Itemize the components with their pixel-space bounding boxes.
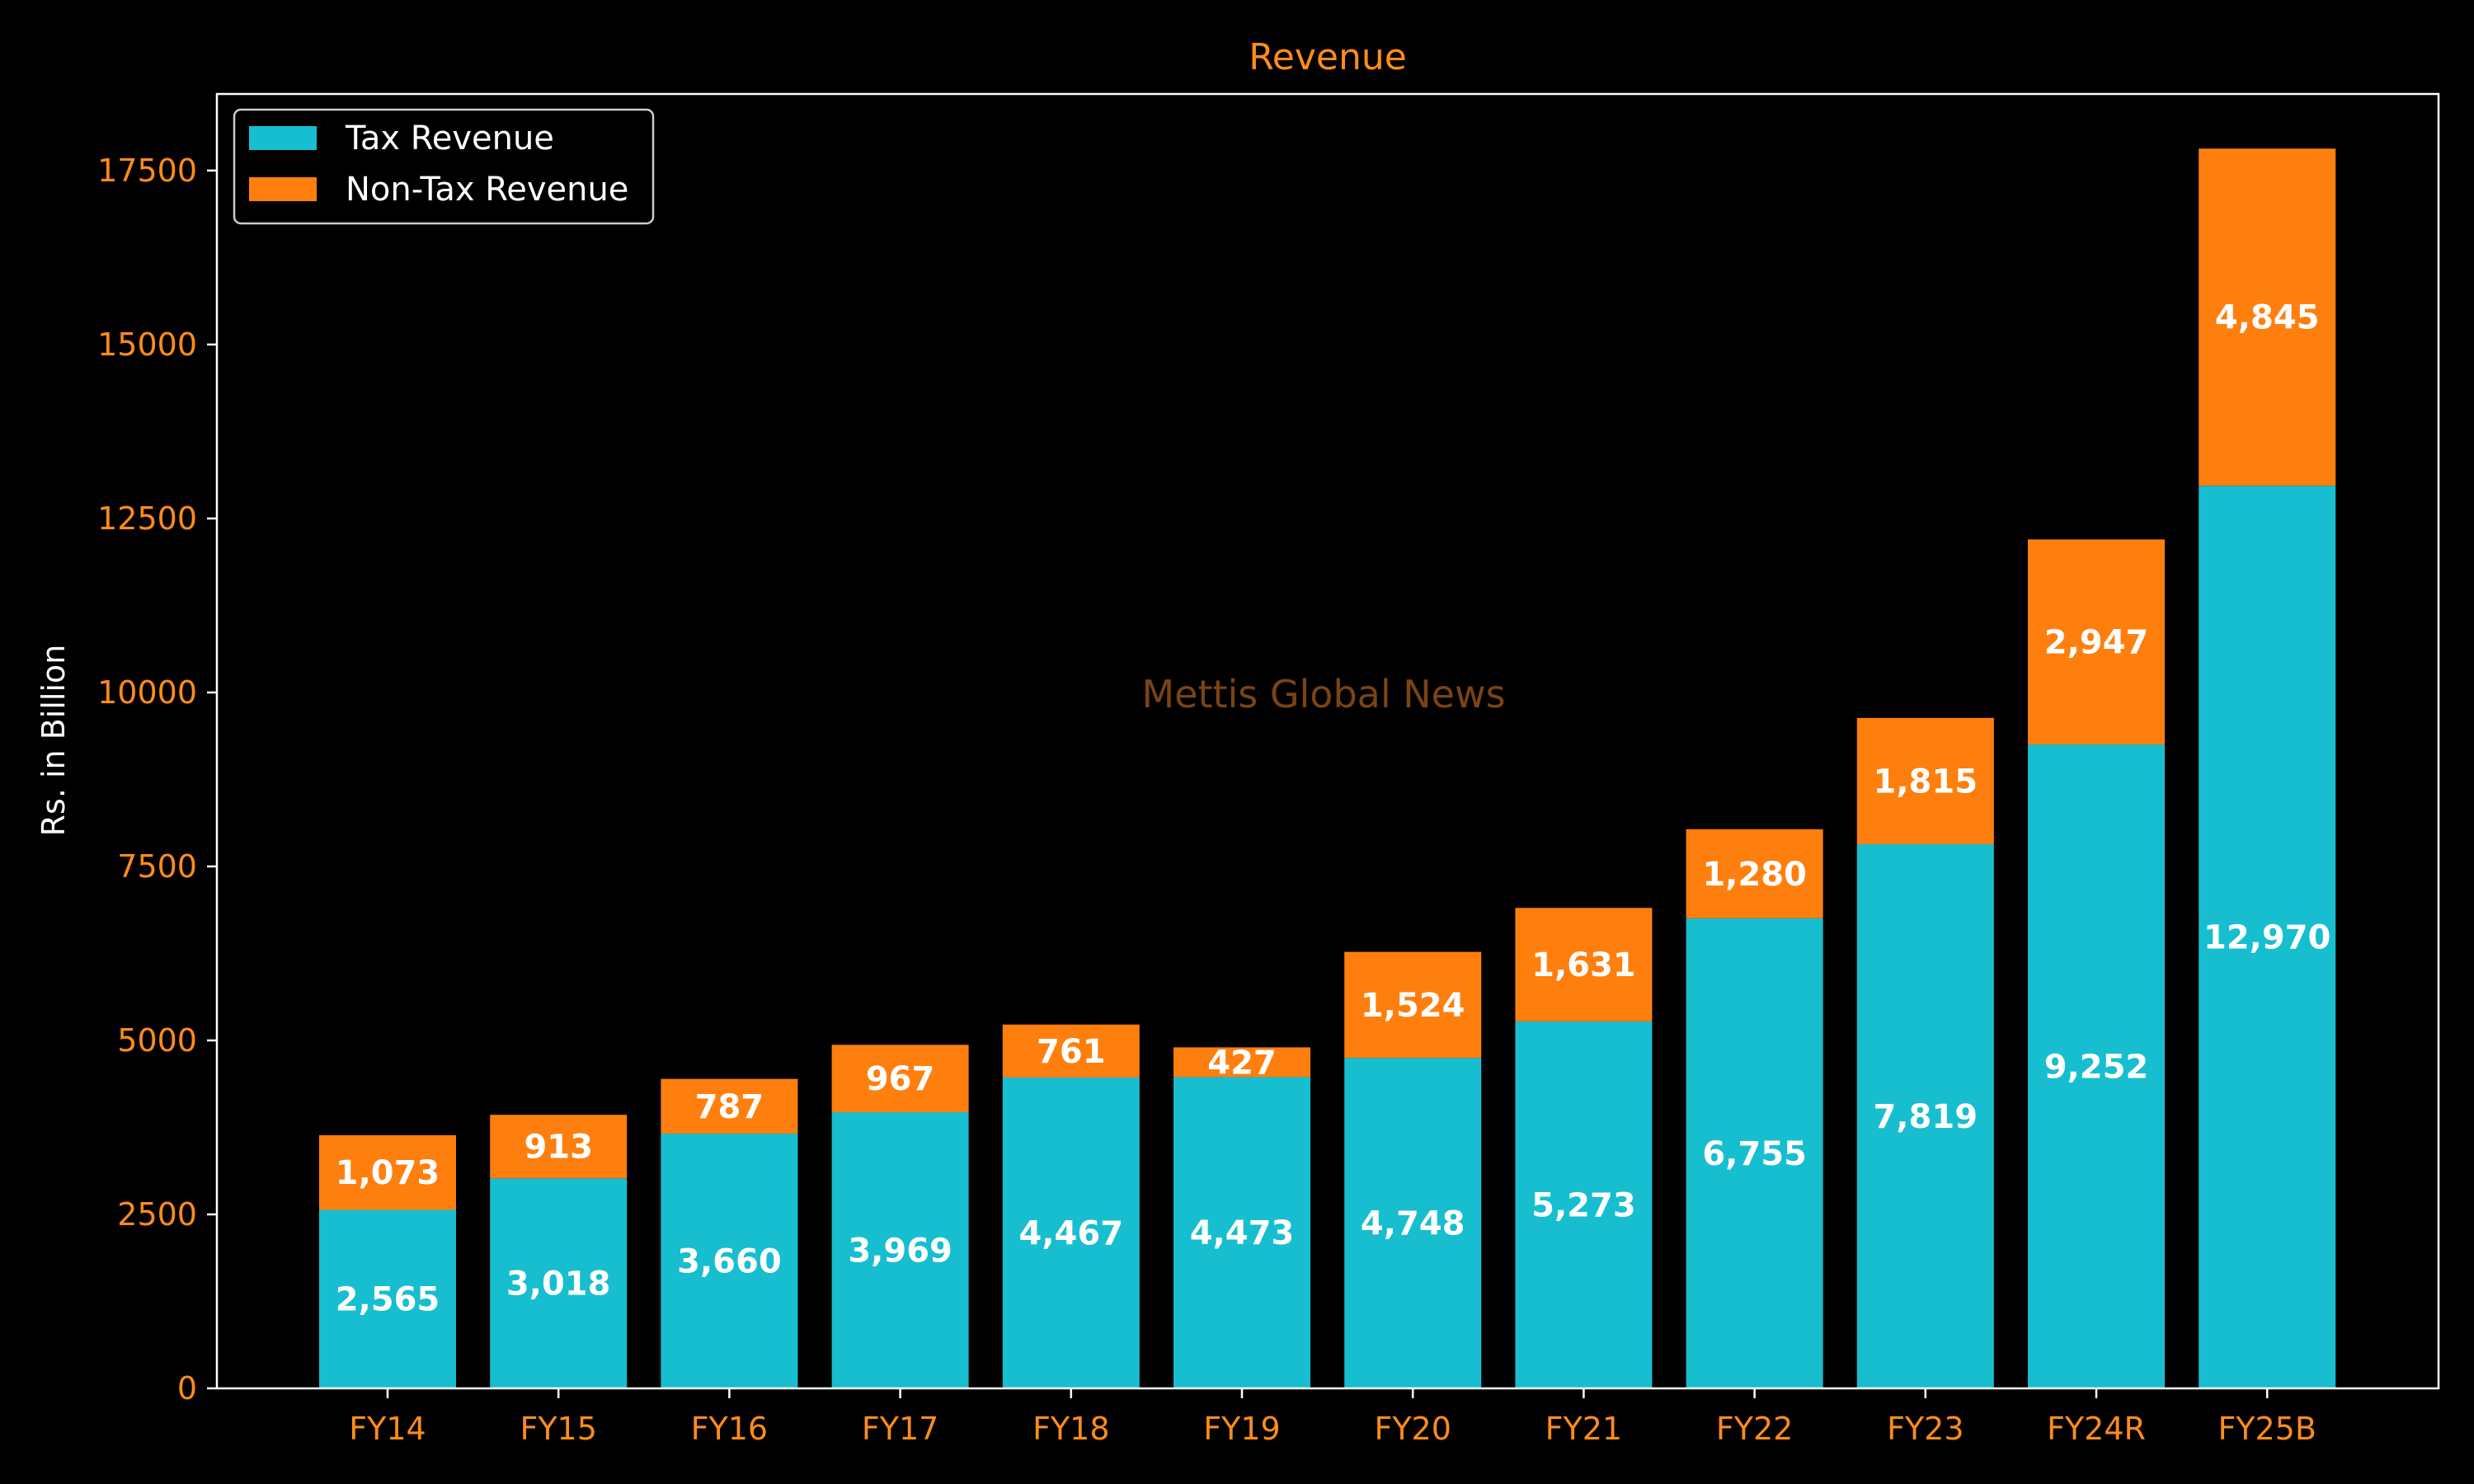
bar-non-tax-revenue-fy24r <box>2028 539 2165 745</box>
bar-label-tax-revenue-fy14: 2,565 <box>336 1281 440 1319</box>
bar-tax-revenue-fy17 <box>831 1111 969 1388</box>
bar-label-tax-revenue-fy19: 4,473 <box>1190 1214 1295 1252</box>
y-tick-label-17500: 17500 <box>97 153 197 189</box>
bar-label-tax-revenue-fy21: 5,273 <box>1531 1186 1636 1224</box>
x-tick-label-fy18: FY18 <box>1032 1411 1109 1447</box>
bar-non-tax-revenue-fy16 <box>661 1078 798 1134</box>
x-tick-label-fy16: FY16 <box>691 1411 768 1447</box>
bar-label-tax-revenue-fy23: 7,819 <box>1874 1098 1978 1136</box>
bar-label-non-tax-revenue-fy25b: 4,845 <box>2215 299 2320 337</box>
y-tick-label-0: 0 <box>177 1370 197 1407</box>
y-axis-title: Rs. in Billion <box>35 645 72 837</box>
bar-label-non-tax-revenue-fy21: 1,631 <box>1531 946 1636 984</box>
y-tick-label-12500: 12500 <box>97 500 197 537</box>
bar-tax-revenue-fy24r <box>2028 744 2165 1388</box>
bar-tax-revenue-fy20 <box>1344 1058 1482 1388</box>
bar-non-tax-revenue-fy17 <box>831 1045 969 1112</box>
bar-non-tax-revenue-fy23 <box>1856 717 1994 845</box>
x-tick-label-fy22: FY22 <box>1716 1411 1793 1447</box>
bar-label-non-tax-revenue-fy24r: 2,947 <box>2044 624 2149 662</box>
legend-box <box>233 108 655 225</box>
bar-label-non-tax-revenue-fy15: 913 <box>524 1129 593 1167</box>
bar-tax-revenue-fy21 <box>1515 1021 1653 1388</box>
legend-swatch-non-tax-revenue <box>249 177 317 201</box>
y-tick-label-7500: 7500 <box>117 848 197 885</box>
bar-non-tax-revenue-fy22 <box>1686 829 1823 918</box>
x-tick-label-fy24r: FY24R <box>2047 1411 2146 1447</box>
bar-labels-layer: 2,565 1,073 3,018 913 3,660 787 3,969 967 4,467 7… <box>336 299 2331 1319</box>
y-tick-label-5000: 5000 <box>117 1022 197 1059</box>
bar-tax-revenue-fy22 <box>1686 918 1823 1388</box>
legend-label-non-tax-revenue: Non-Tax Revenue <box>346 171 628 209</box>
bar-tax-revenue-fy19 <box>1174 1077 1310 1388</box>
bar-non-tax-revenue-fy15 <box>490 1115 628 1179</box>
plot-frame <box>215 92 2440 1390</box>
bar-tax-revenue-fy18 <box>1002 1077 1140 1388</box>
bar-non-tax-revenue-fy21 <box>1515 908 1653 1021</box>
bar-tax-revenue-fy15 <box>490 1178 628 1388</box>
legend-swatch-tax-revenue <box>249 126 317 150</box>
y-tick-label-15000: 15000 <box>97 326 197 363</box>
x-tick-label-fy14: FY14 <box>349 1411 426 1447</box>
bar-non-tax-revenue-fy19 <box>1174 1047 1310 1078</box>
bar-label-non-tax-revenue-fy16: 787 <box>695 1088 764 1126</box>
bar-label-tax-revenue-fy17: 3,969 <box>848 1232 952 1270</box>
bar-label-non-tax-revenue-fy20: 1,524 <box>1361 987 1465 1025</box>
bar-label-tax-revenue-fy15: 3,018 <box>506 1266 611 1303</box>
bar-label-tax-revenue-fy25b: 12,970 <box>2204 919 2331 957</box>
bar-tax-revenue-fy14 <box>319 1209 456 1388</box>
bar-non-tax-revenue-fy14 <box>319 1134 456 1210</box>
bar-non-tax-revenue-fy20 <box>1344 951 1482 1059</box>
chart-title: Revenue <box>1249 36 1407 78</box>
y-axis: 0 2500 5000 7500 10000 12500 15000 17500 <box>97 153 217 1407</box>
x-tick-label-fy20: FY20 <box>1374 1411 1451 1447</box>
bar-label-non-tax-revenue-fy17: 967 <box>866 1060 935 1098</box>
x-tick-label-fy17: FY17 <box>862 1411 938 1447</box>
x-tick-label-fy23: FY23 <box>1887 1411 1964 1447</box>
x-tick-label-fy21: FY21 <box>1545 1411 1622 1447</box>
bar-label-non-tax-revenue-fy19: 427 <box>1207 1044 1277 1082</box>
bar-label-non-tax-revenue-fy22: 1,280 <box>1702 856 1807 894</box>
x-tick-label-fy15: FY15 <box>520 1411 596 1447</box>
x-tick-label-fy19: FY19 <box>1203 1411 1280 1447</box>
bar-tax-revenue-fy23 <box>1856 844 1994 1388</box>
bar-tax-revenue-fy25b <box>2199 486 2336 1388</box>
bar-label-tax-revenue-fy16: 3,660 <box>677 1243 782 1281</box>
y-tick-label-10000: 10000 <box>97 674 197 711</box>
bar-label-tax-revenue-fy18: 4,467 <box>1019 1214 1124 1252</box>
bar-tax-revenue-fy16 <box>661 1134 798 1388</box>
bars-layer <box>319 148 2336 1388</box>
legend-label-tax-revenue: Tax Revenue <box>345 120 554 157</box>
bar-non-tax-revenue-fy18 <box>1002 1024 1140 1078</box>
legend: Tax Revenue Non-Tax Revenue <box>233 108 655 225</box>
watermark-text: Mettis Global News <box>1141 672 1505 716</box>
bar-label-tax-revenue-fy24r: 9,252 <box>2044 1049 2149 1087</box>
bar-label-tax-revenue-fy20: 4,748 <box>1361 1205 1465 1243</box>
bar-non-tax-revenue-fy25b <box>2199 148 2336 486</box>
bar-label-tax-revenue-fy22: 6,755 <box>1702 1135 1807 1173</box>
bar-label-non-tax-revenue-fy18: 761 <box>1037 1033 1106 1071</box>
y-tick-label-2500: 2500 <box>117 1196 197 1233</box>
x-tick-label-fy25b: FY25B <box>2218 1411 2316 1447</box>
bar-label-non-tax-revenue-fy14: 1,073 <box>336 1154 440 1192</box>
bar-label-non-tax-revenue-fy23: 1,815 <box>1874 763 1978 801</box>
x-axis: FY14 FY15 FY16 FY17 FY18 FY19 FY20 FY21 FY22 FY23… <box>349 1388 2316 1447</box>
